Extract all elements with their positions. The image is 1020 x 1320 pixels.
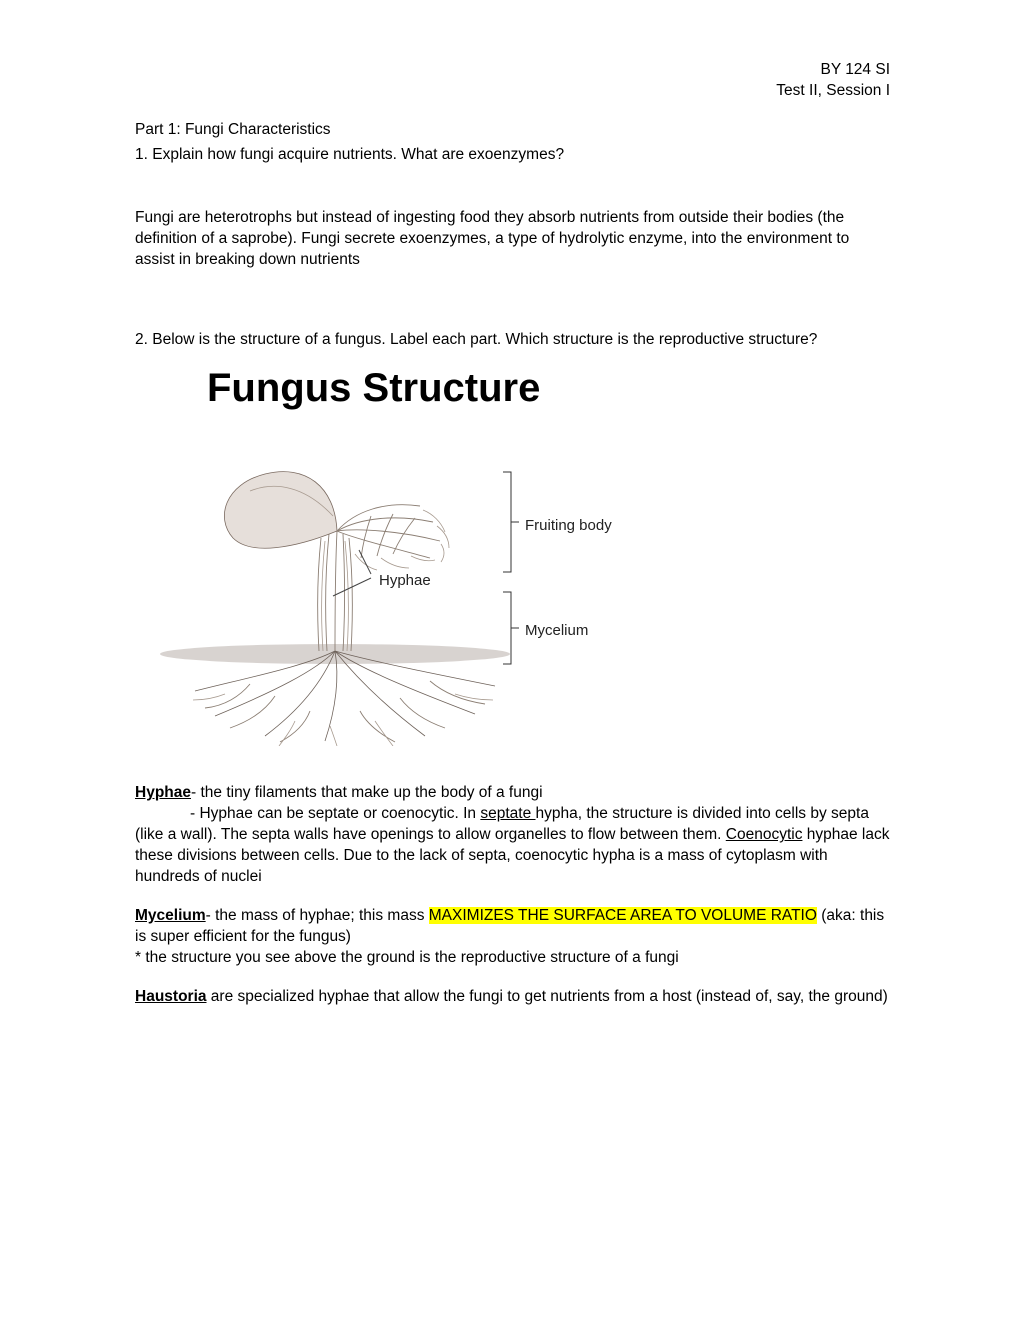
label-fruiting-body: Fruiting body [525, 516, 612, 536]
question-1: 1. Explain how fungi acquire nutrients. … [135, 145, 890, 166]
label-mycelium: Mycelium [525, 621, 588, 641]
definition-hyphae: Hyphae- the tiny filaments that make up … [135, 783, 890, 888]
fungus-diagram-svg [155, 446, 575, 746]
answer-1: Fungi are heterotrophs but instead of in… [135, 208, 890, 271]
question-2: 2. Below is the structure of a fungus. L… [135, 330, 890, 351]
definition-mycelium: Mycelium- the mass of hyphae; this mass … [135, 906, 890, 969]
document-page: BY 124 SI Test II, Session I Part 1: Fun… [0, 0, 1020, 1320]
mycelium-highlight: MAXIMIZES THE SURFACE AREA TO VOLUME RAT… [429, 907, 817, 924]
definition-haustoria: Haustoria are specialized hyphae that al… [135, 987, 890, 1008]
course-code: BY 124 SI [135, 60, 890, 81]
page-header: BY 124 SI Test II, Session I [135, 60, 890, 102]
fungus-figure: Fungus Structure [135, 361, 615, 761]
term-haustoria: Haustoria [135, 988, 207, 1005]
part-title: Part 1: Fungi Characteristics [135, 120, 890, 141]
mycelium-note: * the structure you see above the ground… [135, 948, 890, 969]
haustoria-text: are specialized hyphae that allow the fu… [207, 988, 888, 1005]
label-hyphae: Hyphae [379, 571, 431, 591]
term-mycelium: Mycelium [135, 907, 206, 924]
session-label: Test II, Session I [135, 81, 890, 102]
figure-title: Fungus Structure [207, 361, 540, 415]
mycelium-pre: - the mass of hyphae; this mass [206, 907, 429, 924]
